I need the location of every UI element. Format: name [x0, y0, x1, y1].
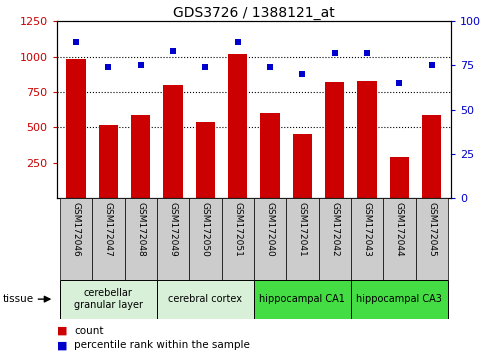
Point	[72, 40, 80, 45]
Bar	[157, 280, 254, 319]
Text: GSM172044: GSM172044	[395, 202, 404, 257]
Bar	[221, 198, 254, 280]
Text: GSM172049: GSM172049	[169, 202, 177, 257]
Text: GSM172047: GSM172047	[104, 202, 113, 257]
Point	[202, 64, 210, 70]
Point	[169, 48, 177, 54]
Text: tissue: tissue	[2, 294, 34, 304]
Text: count: count	[74, 326, 104, 336]
Text: GSM172050: GSM172050	[201, 202, 210, 257]
Text: cerebral cortex: cerebral cortex	[169, 294, 243, 304]
Bar	[228, 54, 247, 198]
Point	[395, 80, 403, 86]
Point	[331, 50, 339, 56]
Bar	[131, 115, 150, 198]
Bar	[60, 280, 157, 319]
Text: GSM172045: GSM172045	[427, 202, 436, 257]
Bar	[189, 198, 221, 280]
Point	[428, 63, 436, 68]
Point	[234, 40, 242, 45]
Text: GSM172048: GSM172048	[136, 202, 145, 257]
Bar	[125, 198, 157, 280]
Text: GSM172042: GSM172042	[330, 202, 339, 257]
Title: GDS3726 / 1388121_at: GDS3726 / 1388121_at	[173, 6, 335, 20]
Point	[137, 63, 144, 68]
Bar	[99, 125, 118, 198]
Bar	[383, 198, 416, 280]
Text: hippocampal CA1: hippocampal CA1	[259, 294, 345, 304]
Bar	[286, 198, 318, 280]
Text: ■: ■	[57, 326, 67, 336]
Bar	[422, 115, 441, 198]
Bar	[325, 82, 345, 198]
Bar	[67, 59, 86, 198]
Text: GSM172040: GSM172040	[266, 202, 275, 257]
Point	[298, 72, 306, 77]
Point	[363, 50, 371, 56]
Bar	[389, 157, 409, 198]
Point	[105, 64, 112, 70]
Bar	[157, 198, 189, 280]
Bar	[60, 198, 92, 280]
Bar	[351, 198, 383, 280]
Bar	[416, 198, 448, 280]
Bar	[163, 85, 183, 198]
Text: percentile rank within the sample: percentile rank within the sample	[74, 340, 250, 350]
Text: GSM172041: GSM172041	[298, 202, 307, 257]
Bar	[293, 134, 312, 198]
Text: GSM172046: GSM172046	[71, 202, 80, 257]
Bar	[254, 198, 286, 280]
Bar	[260, 113, 280, 198]
Text: cerebellar
granular layer: cerebellar granular layer	[74, 288, 143, 310]
Text: GSM172043: GSM172043	[362, 202, 372, 257]
Bar	[351, 280, 448, 319]
Bar	[92, 198, 125, 280]
Bar	[254, 280, 351, 319]
Point	[266, 64, 274, 70]
Bar	[318, 198, 351, 280]
Bar	[196, 122, 215, 198]
Text: hippocampal CA3: hippocampal CA3	[356, 294, 442, 304]
Text: GSM172051: GSM172051	[233, 202, 242, 257]
Text: ■: ■	[57, 340, 67, 350]
Bar	[357, 81, 377, 198]
